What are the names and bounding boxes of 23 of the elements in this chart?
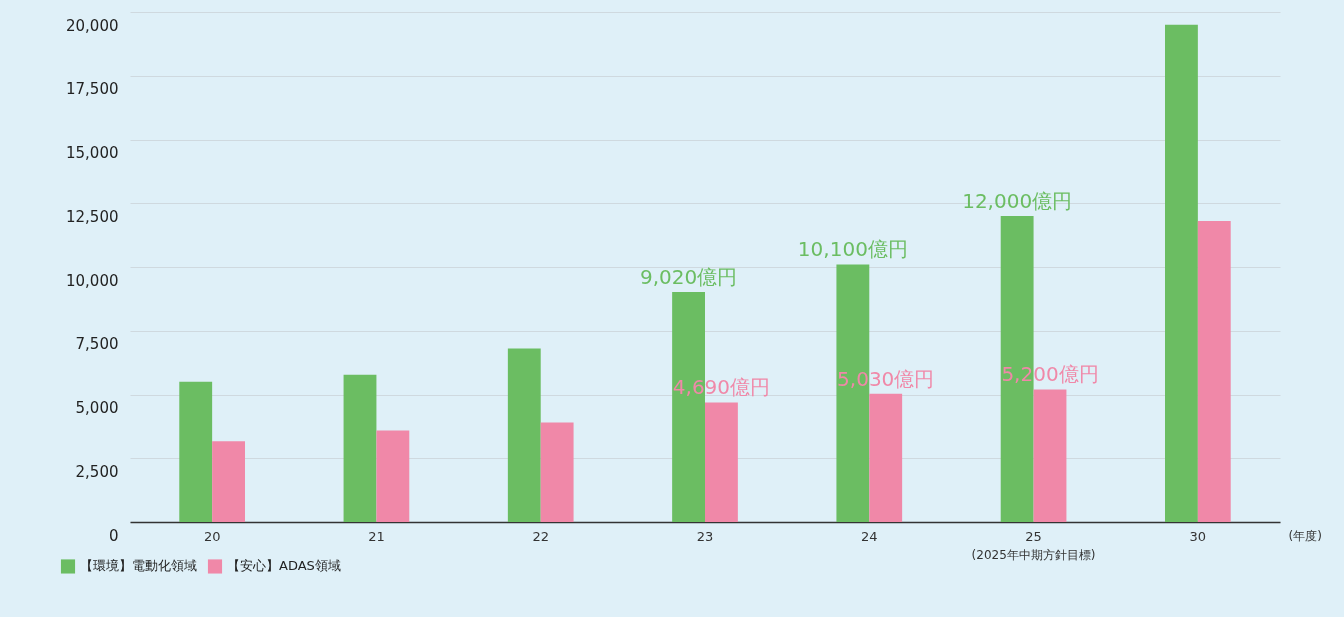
y-tick-label: 5,000 <box>75 399 119 417</box>
text: (2025年中期方針目標) <box>971 548 1096 562</box>
x-tick-label: 25 <box>1025 528 1042 544</box>
y-tick-label: 15,000 <box>66 144 119 162</box>
legend-label: 【環境】電動化領域 <box>80 558 197 574</box>
x-axis-title: (年度) <box>1288 528 1322 543</box>
x-tick-label: 24 <box>861 528 878 544</box>
y-tick-label: 12,500 <box>66 207 119 226</box>
y-tick-label: 7,500 <box>75 335 119 354</box>
legend-label: 【安心】ADAS領域 <box>227 558 341 574</box>
data-label: 9,020億円 <box>639 264 738 289</box>
y-tick-label: 20,000 <box>66 16 119 35</box>
y-tick-label: 17,500 <box>66 80 119 99</box>
y-tick-label: 10,000 <box>66 271 119 290</box>
data-label: 12,000億円 <box>962 189 1073 213</box>
x-tick-label: 22 <box>532 528 549 544</box>
x-tick-label: 23 <box>696 528 714 544</box>
y-tick-label: 2,500 <box>75 462 119 481</box>
x-tick-label: 30 <box>1189 528 1207 544</box>
data-label: 10,100億円 <box>797 237 908 262</box>
x-tick-label: 21 <box>368 528 385 544</box>
y-tick-label: 0 <box>108 526 119 545</box>
x-tick-label: 20 <box>203 528 221 544</box>
